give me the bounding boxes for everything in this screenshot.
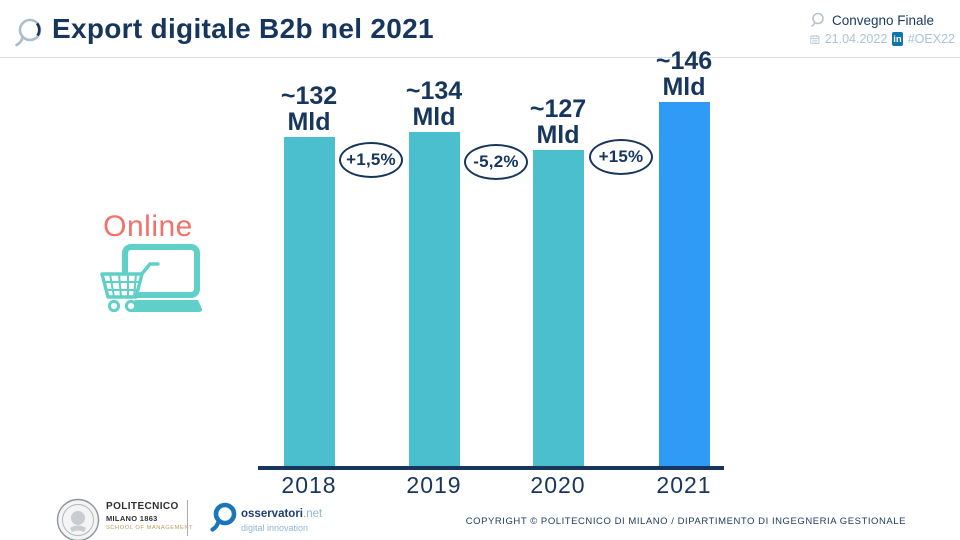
bar-2018 <box>283 137 335 466</box>
footer-divider <box>187 500 188 536</box>
bar-unit: Mld <box>536 121 580 149</box>
osservatori-net-logo-icon <box>210 502 237 532</box>
osservatori-brand: osservatori <box>241 508 304 520</box>
bar-value: ~127 <box>529 95 587 123</box>
delta-badge-0: +1,5% <box>339 142 403 178</box>
bar-value: ~134 <box>405 77 463 105</box>
bar-value-label-2021: ~146 Mld <box>624 48 744 100</box>
bar-2021 <box>658 102 710 466</box>
header-divider <box>0 57 960 58</box>
politecnico-milano-1863: MILANO 1863 <box>106 514 158 523</box>
politecnico-seal-logo <box>56 498 100 540</box>
osservatori-tagline: digital innovation <box>241 523 309 533</box>
bar-2019 <box>408 132 460 466</box>
bar-unit: Mld <box>287 108 331 136</box>
politecnico-logo-text: POLITECNICO MILANO 1863 SCHOOL OF MANAGE… <box>106 502 193 531</box>
bar-value: ~146 <box>655 47 713 75</box>
bar-unit: Mld <box>412 103 456 131</box>
osservatori-logo-text: osservatori.net digital innovation <box>241 505 322 533</box>
bar-value-label-2018: ~132 Mld <box>249 83 369 135</box>
x-tick-2020: 2020 <box>530 472 586 498</box>
page-title: Export digitale B2b nel 2021 <box>52 13 434 44</box>
bar-value-label-2020: ~127 Mld <box>498 96 618 148</box>
linkedin-icon: in <box>892 32 903 46</box>
osservatori-net: .net <box>303 508 323 520</box>
online-label: Online <box>103 210 193 243</box>
politecnico-name: POLITECNICO <box>106 501 179 512</box>
event-info: Convegno Finale 21.04.2022 in #OEX22 <box>810 12 955 46</box>
x-tick-2021: 2021 <box>656 472 712 498</box>
magnifier-icon <box>811 12 824 27</box>
bar-2020 <box>532 150 584 466</box>
event-date: 21.04.2022 <box>824 32 888 46</box>
bar-unit: Mld <box>662 73 706 101</box>
bar-value-label-2019: ~134 Mld <box>374 78 494 130</box>
calendar-icon <box>810 34 820 44</box>
delta-badge-1: -5,2% <box>464 144 528 180</box>
delta-badge-2: +15% <box>589 139 653 175</box>
laptop-shopping-cart-icon <box>100 244 202 313</box>
bar-value: ~132 <box>280 82 338 110</box>
event-name: Convegno Finale <box>832 12 935 28</box>
school-of-management: SCHOOL OF MANAGEMENT <box>106 524 194 531</box>
event-hashtag: #OEX22 <box>907 32 955 46</box>
osservatori-logo-icon <box>15 18 42 47</box>
x-axis <box>258 466 724 470</box>
copyright-text: COPYRIGHT © POLITECNICO DI MILANO / DIPA… <box>465 516 906 527</box>
x-tick-2018: 2018 <box>281 472 337 498</box>
x-tick-2019: 2019 <box>406 472 462 498</box>
